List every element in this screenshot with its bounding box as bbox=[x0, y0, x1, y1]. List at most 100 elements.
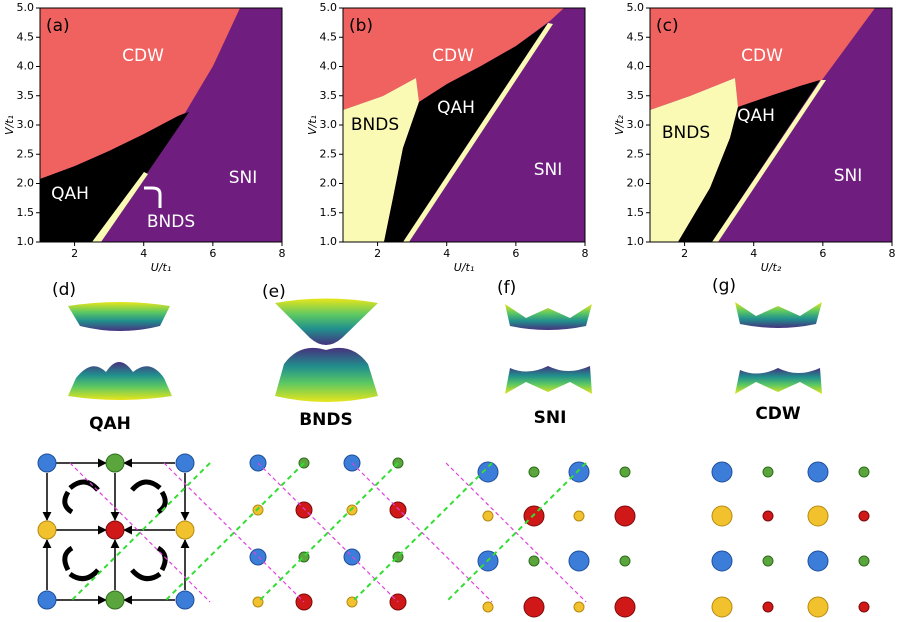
phase-region bbox=[650, 78, 738, 242]
y-tick-label: 3.0 bbox=[320, 118, 338, 131]
y-tick-label: 4.5 bbox=[320, 30, 338, 43]
lattice-site bbox=[482, 510, 494, 522]
phase-diagram-c: CDW BNDS QAH SNI (c) bbox=[650, 8, 892, 242]
y-tick-label: 4.0 bbox=[627, 60, 645, 73]
y-tick-label: 4.5 bbox=[627, 30, 645, 43]
x-axis-label: U/t₁ bbox=[454, 261, 474, 274]
panel-label: (a) bbox=[46, 16, 70, 36]
lattice-site bbox=[711, 505, 733, 527]
lattice-site bbox=[807, 596, 829, 618]
phase-region bbox=[343, 78, 419, 242]
shape bbox=[68, 362, 172, 400]
bond bbox=[69, 462, 211, 603]
shape bbox=[130, 479, 168, 515]
bond bbox=[163, 462, 305, 603]
lattice-site bbox=[523, 596, 545, 618]
lattice-site bbox=[528, 466, 540, 478]
shape bbox=[62, 545, 100, 582]
lattice-site bbox=[762, 601, 774, 613]
x-tick-label: 4 bbox=[750, 247, 757, 260]
lattice-site bbox=[762, 555, 774, 567]
phase-region bbox=[40, 112, 189, 242]
region-label: CDW bbox=[741, 46, 783, 66]
bond bbox=[445, 462, 587, 603]
phase-region bbox=[384, 23, 548, 242]
phase-region bbox=[92, 172, 148, 242]
y-tick-label: 4.5 bbox=[17, 30, 35, 43]
lattice-site bbox=[762, 510, 774, 522]
x-tick-label: 6 bbox=[209, 247, 216, 260]
x-tick-label: 8 bbox=[889, 247, 896, 260]
y-tick-label: 3.5 bbox=[17, 89, 35, 102]
y-tick-label: 1.5 bbox=[320, 206, 338, 219]
phase-diagram-a: CDW QAH BNDS SNI (a) bbox=[40, 8, 282, 242]
region-label: QAH bbox=[51, 184, 89, 204]
lattice-site bbox=[711, 596, 733, 618]
lattice-site bbox=[573, 601, 585, 613]
phase-label: BNDS bbox=[299, 410, 353, 430]
x-tick-label: 2 bbox=[374, 247, 381, 260]
lattice-site bbox=[528, 555, 540, 567]
lattice-site bbox=[295, 501, 313, 519]
y-tick-label: 1.5 bbox=[627, 206, 645, 219]
region-label: BNDS bbox=[147, 212, 195, 232]
y-tick-label: 2.0 bbox=[627, 177, 645, 190]
phase-region bbox=[40, 8, 240, 179]
y-axis-label: V/t₁ bbox=[3, 115, 16, 135]
shape bbox=[505, 304, 592, 330]
shape bbox=[735, 368, 822, 394]
lattice-site bbox=[614, 505, 636, 527]
lattice-site bbox=[858, 555, 870, 567]
phase-region bbox=[712, 80, 826, 242]
phase-label: QAH bbox=[89, 414, 131, 434]
region-label: SNI bbox=[534, 160, 563, 180]
lattice-bonds bbox=[69, 462, 587, 603]
lattice-site bbox=[711, 550, 733, 572]
x-tick-label: 2 bbox=[71, 247, 78, 260]
lattice-site bbox=[477, 461, 499, 483]
y-tick-label: 2.5 bbox=[627, 147, 645, 160]
y-tick-label: 3.5 bbox=[320, 89, 338, 102]
y-tick-label: 3.5 bbox=[627, 89, 645, 102]
shape bbox=[62, 479, 100, 515]
panel-label: (f) bbox=[497, 278, 516, 298]
lattice-site bbox=[37, 590, 57, 610]
phase-label: CDW bbox=[755, 404, 801, 424]
x-tick-label: 6 bbox=[512, 247, 519, 260]
y-tick-label: 3.0 bbox=[627, 118, 645, 131]
band-surfaces bbox=[68, 298, 822, 402]
shape bbox=[505, 366, 592, 394]
x-tick-label: 4 bbox=[140, 247, 147, 260]
y-tick-label: 4.0 bbox=[320, 60, 338, 73]
lattice-site bbox=[175, 453, 195, 473]
lattice-site bbox=[858, 466, 870, 478]
bond bbox=[257, 462, 399, 603]
y-tick-label: 2.5 bbox=[17, 147, 35, 160]
lattice-site bbox=[105, 520, 125, 540]
y-tick-label: 5.0 bbox=[17, 1, 35, 14]
lattice-site bbox=[175, 520, 195, 540]
x-tick-label: 4 bbox=[443, 247, 450, 260]
y-tick-label: 2.5 bbox=[320, 147, 338, 160]
region-label: BNDS bbox=[662, 123, 710, 143]
x-tick-label: 2 bbox=[681, 247, 688, 260]
lattice-site bbox=[807, 550, 829, 572]
lattice-site bbox=[858, 510, 870, 522]
x-axis-label: U/t₁ bbox=[151, 261, 171, 274]
region-label: QAH bbox=[437, 98, 475, 118]
y-tick-label: 1.0 bbox=[320, 235, 338, 248]
region-label: SNI bbox=[834, 166, 863, 186]
lattice-site bbox=[389, 501, 407, 519]
phase-region bbox=[403, 23, 553, 242]
y-tick-label: 1.0 bbox=[17, 235, 35, 248]
lattice-site bbox=[807, 505, 829, 527]
lattice-site bbox=[619, 466, 631, 478]
lattice-site bbox=[807, 461, 829, 483]
lattice-site bbox=[37, 453, 57, 473]
shape bbox=[275, 347, 378, 402]
lattice-site bbox=[711, 461, 733, 483]
y-tick-label: 5.0 bbox=[320, 1, 338, 14]
x-tick-label: 8 bbox=[582, 247, 589, 260]
y-tick-label: 1.5 bbox=[17, 206, 35, 219]
